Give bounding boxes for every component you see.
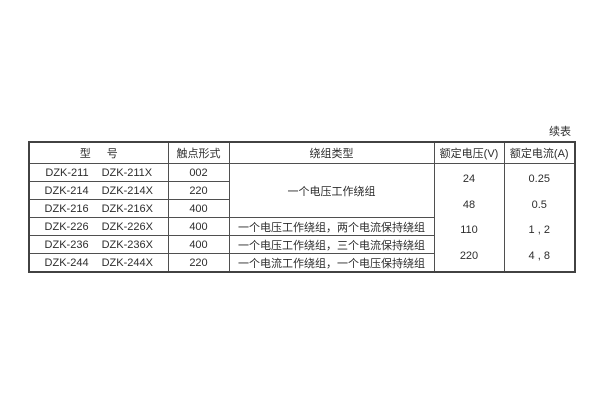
table-row: DZK-244 DZK-244X 220 一个电流工作绕组，一个电压保持绕组 [28,253,575,273]
contact-form-cell: 220 [167,181,230,200]
current-value: 0.25 [528,173,550,186]
model-name: DZK-236X [101,238,153,251]
model-name: DZK-211 [45,166,89,179]
voltage-values-stack: 24 48 110 220 [435,167,503,269]
model-name: DZK-226X [101,220,153,233]
voltage-value: 24 [462,173,476,186]
model-name: DZK-216X [101,202,153,215]
table-row: DZK-211 DZK-211X 002 一个电压工作绕组 24 48 110 … [28,163,576,273]
winding-type-cell: 一个电压工作绕组，两个电流保持绕组 [228,217,435,236]
table-row: DZK-216 DZK-216X 400 [28,199,575,218]
voltage-value: 110 [460,224,478,237]
contact-form-cell: 002 [167,163,230,182]
model-cell: DZK-244 DZK-244X [28,253,169,273]
col-header-model: 型 号 [28,141,169,164]
model-cell: DZK-226 DZK-226X [28,217,169,236]
contact-form-cell: 400 [167,217,230,236]
voltage-value: 48 [462,198,476,211]
model-name: DZK-216 [44,202,89,215]
current-values-stack: 0.25 0.5 1 , 2 4 , 8 [505,167,574,269]
model-cell: DZK-214 DZK-214X [28,181,169,200]
model-name: DZK-214X [101,184,153,197]
winding-type-cell: 一个电压工作绕组，三个电流保持绕组 [228,235,435,254]
current-value: 4 , 8 [528,249,550,262]
rated-current-cell-merged: 0.25 0.5 1 , 2 4 , 8 [503,163,576,273]
model-header-text: 型 号 [79,148,118,160]
contact-form-cell: 400 [167,199,230,218]
model-cell: DZK-236 DZK-236X [28,235,169,254]
winding-type-cell-merged: 一个电压工作绕组 [228,163,435,218]
col-header-contact-form: 触点形式 [167,141,230,164]
model-name: DZK-244 [44,256,89,269]
model-cell: DZK-216 DZK-216X [28,199,169,218]
model-name: DZK-244X [101,256,153,269]
header-row: 型 号 触点形式 绕组类型 额定电压(V) 额定电流(A) [28,141,576,164]
relay-spec-table: 型 号 触点形式 绕组类型 额定电压(V) 额定电流(A) DZK-211 DZ… [28,141,576,273]
col-header-rated-current: 额定电流(A) [503,141,576,164]
model-name: DZK-214 [44,184,89,197]
model-cell: DZK-211 DZK-211X [28,163,169,182]
col-header-winding-type: 绕组类型 [228,141,435,164]
table-row: DZK-236 DZK-236X 400 一个电压工作绕组，三个电流保持绕组 [28,235,575,254]
contact-form-cell: 400 [167,235,230,254]
voltage-value: 220 [459,249,479,262]
winding-type-cell: 一个电流工作绕组，一个电压保持绕组 [228,253,435,273]
rated-voltage-cell-merged: 24 48 110 220 [433,163,505,273]
continued-table-label: 续表 [549,126,571,138]
col-header-rated-voltage: 额定电压(V) [433,141,505,164]
current-value: 1 , 2 [528,224,550,237]
model-name: DZK-236 [44,238,89,251]
model-name: DZK-226 [44,220,89,233]
model-name: DZK-211X [101,166,153,179]
current-value: 0.5 [531,198,547,211]
contact-form-cell: 220 [167,253,230,273]
table-row: DZK-214 DZK-214X 220 [28,181,575,200]
